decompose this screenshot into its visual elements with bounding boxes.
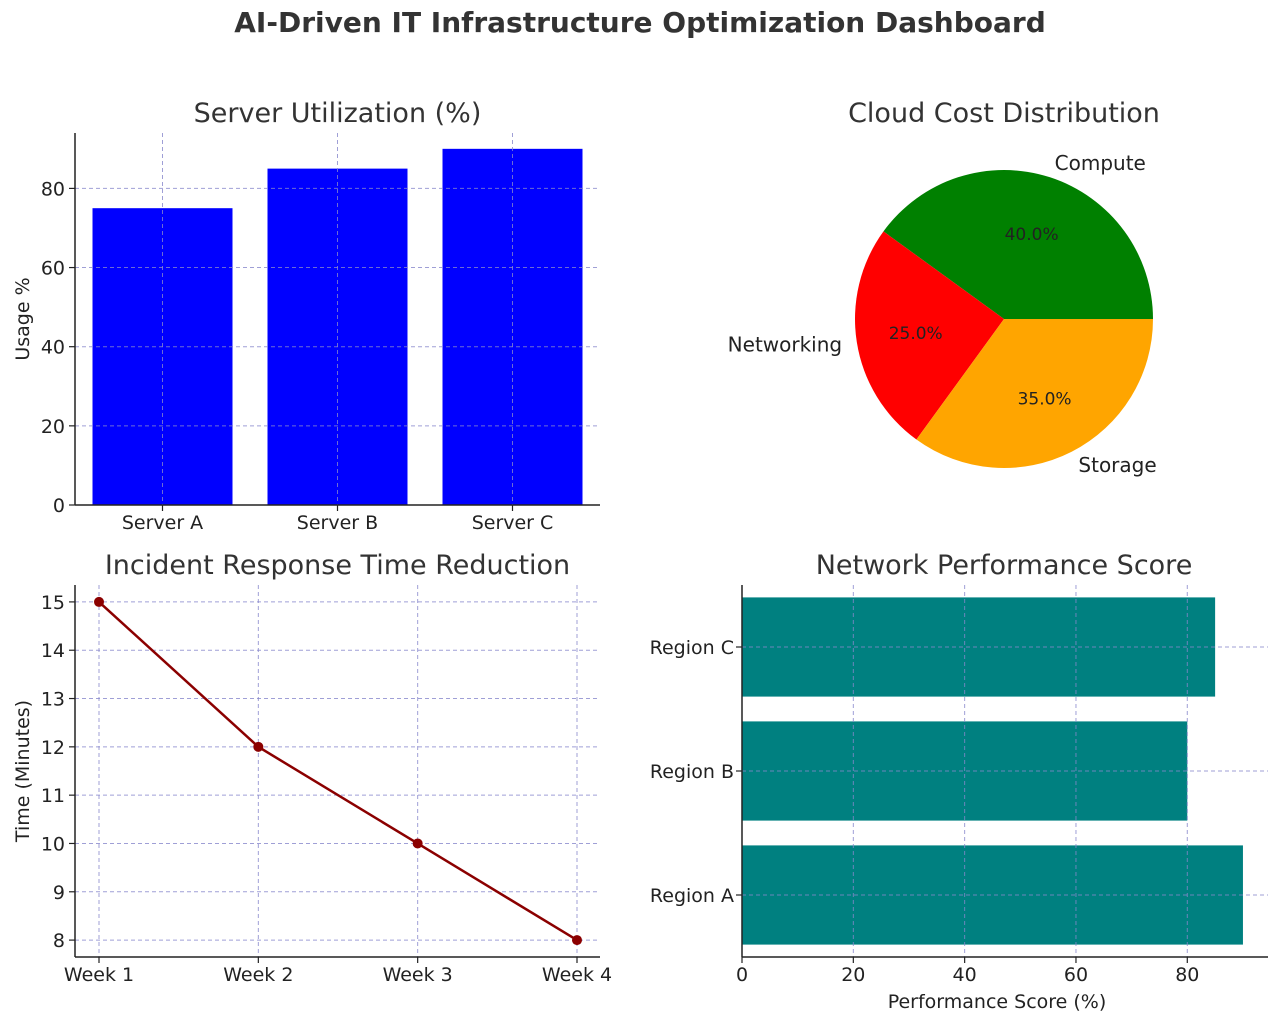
- x-tick-label: 0: [736, 964, 748, 986]
- x-tick-label: Week 2: [223, 964, 293, 986]
- pie-slice-storage: [916, 319, 1153, 468]
- y-tick-label: 20: [41, 416, 65, 438]
- y-tick-label: 0: [53, 495, 65, 517]
- pie-slice-networking: [855, 231, 1004, 440]
- chart-title: Server Utilization (%): [194, 98, 482, 129]
- y-tick-label: 8: [53, 930, 65, 952]
- pie-label: Networking: [728, 333, 842, 357]
- cloud-cost-pie-chart: 40.0% Compute 25.0% Networking 35.0% Storage C…: [728, 98, 1160, 477]
- x-tick-label: Week 4: [542, 964, 612, 986]
- y-tick-label: 40: [41, 337, 65, 359]
- incident-response-line-chart: 8 9 10 11 12 13 14 15 Week 1 Week 2 Week 3 Week 4 In…: [12, 550, 612, 986]
- data-point: [412, 838, 423, 849]
- data-point: [572, 935, 582, 946]
- y-tick-label: Region B: [650, 761, 734, 783]
- y-tick-label: 80: [41, 178, 65, 200]
- dashboard-title: AI-Driven IT Infrastructure Optimization…: [234, 6, 1046, 39]
- pie-pct-label: 35.0%: [1018, 390, 1072, 410]
- pie-pct-label: 40.0%: [1005, 225, 1059, 245]
- y-tick-label: 13: [41, 689, 65, 711]
- x-tick-label: 60: [1064, 964, 1088, 986]
- y-axis-label: Usage %: [12, 277, 34, 360]
- x-tick-label: Server C: [472, 512, 554, 534]
- x-tick-label: Week 1: [64, 964, 134, 986]
- x-tick-label: 40: [953, 964, 977, 986]
- bar-2: [442, 148, 583, 506]
- chart-title: Network Performance Score: [816, 550, 1193, 581]
- y-axis-label: Time (Minutes): [12, 700, 34, 843]
- x-tick-label: Week 3: [383, 964, 453, 986]
- x-tick-label: Server B: [297, 512, 378, 534]
- data-point: [94, 596, 104, 607]
- y-tick-label: 15: [41, 592, 65, 614]
- chart-title: Cloud Cost Distribution: [848, 98, 1160, 129]
- chart-title: Incident Response Time Reduction: [105, 550, 570, 581]
- x-tick-label: 80: [1175, 964, 1199, 986]
- series-line: [98, 600, 578, 942]
- y-tick-label: Region C: [650, 637, 734, 659]
- pie-label: Compute: [1055, 151, 1146, 175]
- data-point: [253, 741, 264, 752]
- y-tick-label: 14: [41, 640, 65, 662]
- y-tick-label: 11: [41, 785, 65, 807]
- network-performance-chart: 0 20 40 60 80 Region A Region B Region C Network…: [650, 550, 1268, 1013]
- server-utilization-chart: 0 20 40 60 80 Server A Server B Server C Server …: [12, 98, 600, 534]
- bar-0: [742, 845, 1243, 945]
- y-tick-label: 60: [41, 258, 65, 280]
- y-tick-label: 10: [41, 833, 65, 855]
- pie-label: Storage: [1078, 453, 1156, 477]
- x-axis-label: Performance Score (%): [888, 991, 1107, 1013]
- y-tick-label: Region A: [650, 885, 734, 907]
- y-tick-label: 12: [41, 737, 65, 759]
- pie-slice-compute: [883, 170, 1153, 319]
- x-tick-label: 20: [841, 964, 865, 986]
- pie-pct-label: 25.0%: [889, 324, 943, 344]
- x-tick-label: Server A: [122, 512, 203, 534]
- y-tick-label: 9: [53, 882, 65, 904]
